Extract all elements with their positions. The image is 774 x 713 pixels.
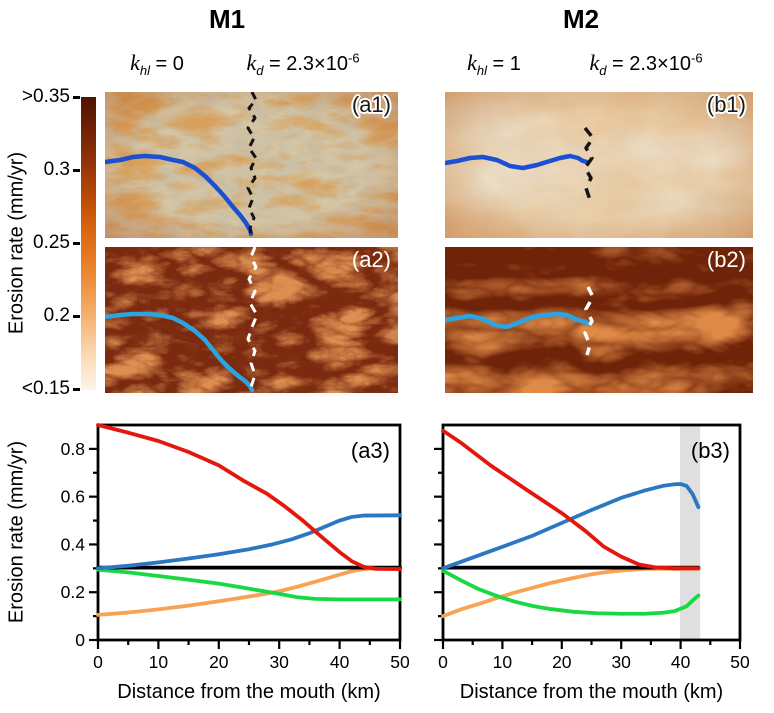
y-tick-label: 0.6 [61,487,85,507]
terrain-map-b2 [445,247,753,393]
y-tick-label: 0.8 [61,439,85,459]
colorbar-tick-label: 0.2 [43,305,70,326]
chart-panel-label: (b3) [691,438,730,463]
series-orange [441,566,701,619]
khl-subscript: hl [139,63,150,78]
terrain-map-a2 [105,247,398,393]
colorbar-tick [73,315,80,318]
series-green [441,568,701,616]
x-tick-label: 30 [269,652,289,672]
terrain-map-a1 [105,92,398,238]
colorbar-tick-label: 0.3 [43,159,70,180]
terrain-map-b1 [445,92,753,238]
x-tick-label: 10 [149,652,169,672]
river-path-b2 [445,311,591,330]
x-tick-label: 40 [671,652,691,672]
kd-value: = 2.3×10 [269,53,348,75]
series-green [96,567,402,602]
colorbar-tick [73,388,80,391]
panel-label-a2: (a2) [351,247,391,272]
plot-frame [441,423,742,642]
x-tick-label: 20 [552,652,572,672]
khl-subscript: hl [476,63,487,78]
y-tick-label: 0 [75,630,85,650]
series-blue [441,482,701,571]
chart-panel-label: (a3) [351,438,390,463]
param-khl-m1: khl = 0 [130,50,184,78]
param-kd-m2: kd = 2.3×10-6 [589,50,702,78]
khl-value: = 0 [155,53,184,75]
x-tick-label: 20 [209,652,229,672]
kd-exponent: -6 [690,50,703,66]
divide-path-b1 [583,126,595,201]
kd-value: = 2.3×10 [612,53,691,75]
khl-symbol: k [130,50,140,75]
x-tick-label: 10 [493,652,513,672]
colorbar-tick-label: 0.25 [33,232,70,253]
kd-subscript: d [599,63,607,78]
series-red [96,423,402,571]
kd-subscript: d [256,63,264,78]
colorbar-tick [73,169,80,172]
divide-path-a2 [246,247,259,393]
colorbar-tick-label: <0.15 [21,378,70,399]
y-tick-label: 0.4 [61,534,86,554]
map-panel-b2: (b2) [445,247,753,393]
divide-path-b2 [583,286,595,356]
kd-exponent: -6 [347,50,360,66]
map-panel-a2: (a2) [105,247,398,393]
colorbar-gradient [81,97,96,390]
river-path-b1 [445,153,590,171]
divide-path-a1 [246,92,258,238]
x-tick-label: 0 [93,652,103,672]
x-tick-label: 50 [730,652,750,672]
colorbar-tick [73,242,80,245]
column-title-m1: M1 [208,4,246,34]
kd-symbol: k [246,50,257,75]
column-title-m2: M2 [562,4,600,34]
panel-label-b2: (b2) [706,247,746,272]
x-tick-label: 50 [390,652,410,672]
chart-b3: 0 10 20 30 40 50 (b3) Distance from the mouth (… [434,423,750,703]
x-tick-label: 30 [611,652,631,672]
shaded-band [680,425,701,640]
river-path-a1 [105,153,254,237]
x-axis-label: Distance from the mouth (km) [117,681,380,703]
chart-a3: 0 10 20 30 40 50 0 0.2 0.4 0.6 0.8 (a3) Distance fro… [61,423,410,703]
param-khl-m2: khl = 1 [467,50,521,78]
panel-label-a1: (a1) [351,92,391,117]
series-orange [96,566,402,617]
colorbar-tick-label: >0.35 [21,86,70,107]
x-tick-label: 40 [330,652,350,672]
kd-symbol: k [589,50,600,75]
map-panel-a1: (a1) [105,92,398,238]
param-kd-m1: kd = 2.3×10-6 [246,50,359,78]
plot-frame [96,423,402,642]
y-tick-label: 0.2 [61,582,85,602]
khl-symbol: k [467,50,477,75]
x-axis-label: Distance from the mouth (km) [460,681,723,703]
series-red [441,428,701,571]
map-panel-b1: (b1) [445,92,753,238]
khl-value: = 1 [492,53,521,75]
panel-label-b1: (b1) [706,92,746,117]
river-path-a2 [105,311,255,393]
series-blue [96,513,402,571]
colorbar-tick [73,96,80,99]
x-tick-label: 0 [438,652,448,672]
